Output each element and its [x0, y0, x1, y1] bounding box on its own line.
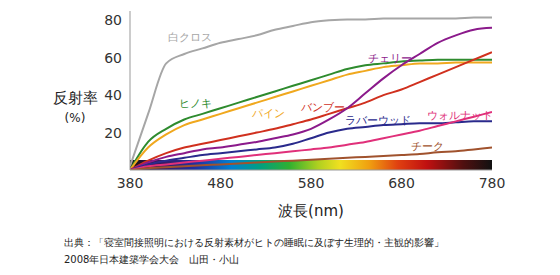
html-text:反射率: 反射率 — [52, 89, 98, 107]
html-text:ヒノキ: ヒノキ — [178, 96, 212, 110]
html-text:ウォルナット: ウォルナット — [427, 108, 493, 122]
svg-text:40: 40 — [104, 87, 122, 103]
html-text:チーク: チーク — [410, 139, 444, 153]
html-text:ラバーウッド: ラバーウッド — [345, 113, 411, 127]
svg-text:780: 780 — [479, 175, 506, 191]
svg-text:80: 80 — [104, 12, 122, 28]
svg-text:60: 60 — [104, 50, 122, 66]
html-text:白クロス: 白クロス — [168, 30, 212, 44]
html-text:チェリー: チェリー — [368, 51, 412, 65]
svg-text:480: 480 — [207, 175, 234, 191]
svg-text:580: 580 — [298, 175, 325, 191]
html-text:パイン: パイン — [251, 106, 285, 120]
html-text:バンブー: バンブー — [301, 100, 345, 114]
svg-text:20: 20 — [104, 125, 122, 141]
html-text:出典：「寝室間接照明における反射素材がヒトの睡眠に及ぼす生理: 出典：「寝室間接照明における反射素材がヒトの睡眠に及ぼす生理的・主観的影響」 — [64, 237, 444, 248]
html-text:2008年日本建築学会大会 山田・小山: 2008年日本建築学会大会 山田・小山 — [64, 254, 240, 265]
svg-text:680: 680 — [388, 175, 415, 191]
html-text:波長(nm): 波長(nm) — [278, 202, 344, 220]
svg-text:380: 380 — [117, 175, 144, 191]
